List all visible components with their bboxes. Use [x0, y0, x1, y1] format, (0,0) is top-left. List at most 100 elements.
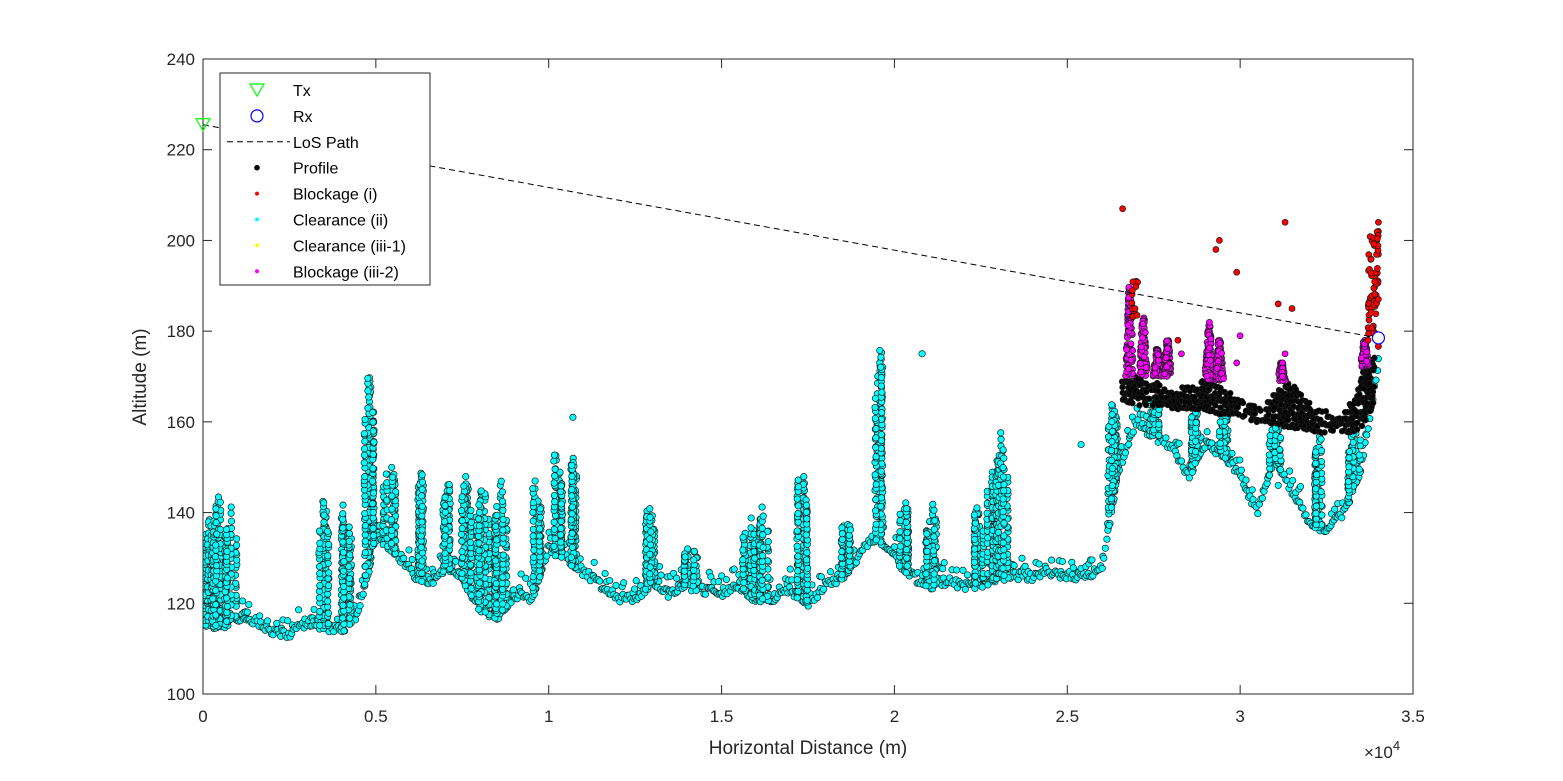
- clearance-point: [759, 543, 767, 552]
- clearance-point: [896, 542, 905, 550]
- clearance-point: [212, 601, 220, 609]
- clearance-point: [1265, 471, 1274, 479]
- profile-point: [1371, 363, 1378, 371]
- clearance-point: [1105, 521, 1113, 529]
- clearance-point: [878, 388, 886, 396]
- clearance-point: [418, 485, 426, 493]
- clearance-point: [551, 552, 559, 560]
- clearance-point: [339, 548, 347, 557]
- clearance-point: [601, 569, 609, 578]
- clearance-point: [872, 434, 880, 442]
- clearance-point: [370, 531, 378, 540]
- clearance-point: [1010, 561, 1018, 570]
- clearance-point: [361, 509, 369, 518]
- clearance-point: [930, 525, 938, 533]
- clearance-point: [517, 570, 525, 578]
- clearance-point: [320, 511, 328, 519]
- clearance-point: [903, 554, 911, 562]
- clearance-point: [418, 518, 426, 526]
- clearance-point: [551, 498, 559, 506]
- profile-point: [1370, 383, 1378, 390]
- clearance-point: [536, 513, 544, 521]
- clearance-point: [457, 507, 466, 515]
- clearance-point: [557, 517, 565, 525]
- clearance-point: [902, 505, 911, 513]
- clearance-point: [646, 513, 654, 521]
- clearance-point: [877, 363, 885, 371]
- clearance-point: [568, 461, 576, 469]
- clearance-point: [759, 595, 767, 603]
- clearance-point: [466, 538, 475, 547]
- clearance-point: [361, 437, 369, 445]
- clearance-point: [458, 517, 466, 525]
- clearance-point: [959, 566, 967, 574]
- clearance-point: [457, 530, 466, 538]
- clearance-point: [340, 627, 348, 635]
- clearance-point: [492, 592, 500, 600]
- clearance-point: [339, 601, 347, 609]
- clearance-point: [794, 552, 802, 560]
- clearance-point: [369, 508, 377, 516]
- profile-point: [1145, 395, 1153, 402]
- clearance-point: [838, 571, 846, 579]
- clearance-point: [1356, 442, 1364, 450]
- clearance-point: [1349, 438, 1357, 447]
- clearance-point: [1100, 554, 1108, 562]
- blockage-iii-2-point: [1139, 320, 1147, 328]
- clearance-point: [339, 538, 347, 546]
- clearance-point: [1216, 439, 1224, 447]
- clearance-point: [793, 542, 801, 550]
- clearance-point: [212, 611, 220, 619]
- clearance-point: [970, 558, 978, 566]
- blockage-iii-2-point: [1127, 356, 1135, 364]
- clearance-point: [359, 590, 367, 598]
- clearance-point: [1101, 544, 1109, 552]
- clearance-point: [529, 525, 537, 533]
- clearance-point: [493, 600, 501, 608]
- clearance-point: [529, 583, 537, 592]
- clearance-point: [1108, 464, 1116, 473]
- clearance-point: [1276, 434, 1285, 442]
- clearance-point: [837, 554, 845, 562]
- clearance-point: [872, 480, 880, 489]
- clearance-point: [530, 553, 538, 561]
- clearance-point: [646, 563, 654, 571]
- clearance-point: [339, 510, 347, 518]
- profile-point: [1119, 384, 1126, 391]
- clearance-point: [1108, 427, 1117, 435]
- blockage-iii-2-point: [1124, 321, 1132, 329]
- clearance-point: [803, 515, 811, 523]
- clearance-point: [498, 579, 506, 587]
- clearance-point: [284, 617, 292, 625]
- profile-point: [1322, 408, 1330, 415]
- clearance-point: [320, 499, 328, 507]
- clearance-point: [740, 579, 748, 587]
- clearance-point: [871, 507, 880, 515]
- clearance-point: [340, 594, 348, 602]
- clearance-point: [997, 435, 1005, 443]
- clearance-point: [458, 524, 466, 533]
- clearance-point: [568, 510, 576, 518]
- clearance-point: [408, 556, 416, 564]
- clearance-point: [339, 614, 347, 622]
- clearance-point: [460, 482, 468, 490]
- profile-point: [1297, 391, 1305, 399]
- clearance-point: [1185, 474, 1193, 482]
- clearance-point: [1312, 459, 1320, 467]
- clearance-point: [1000, 552, 1008, 560]
- clearance-point: [324, 609, 332, 617]
- profile-point: [1367, 374, 1374, 382]
- clearance-point: [1236, 456, 1244, 464]
- clearance-point: [369, 524, 377, 532]
- clearance-point: [387, 516, 395, 524]
- clearance-point: [467, 518, 476, 526]
- clearance-point: [567, 553, 575, 561]
- clearance-point: [369, 477, 377, 485]
- clearance-point: [418, 492, 426, 500]
- clearance-point: [1192, 437, 1200, 445]
- clearance-point: [446, 486, 454, 495]
- clearance-point: [405, 546, 413, 554]
- clearance-point: [498, 497, 507, 505]
- clearance-point: [418, 502, 426, 511]
- clearance-point: [759, 512, 767, 520]
